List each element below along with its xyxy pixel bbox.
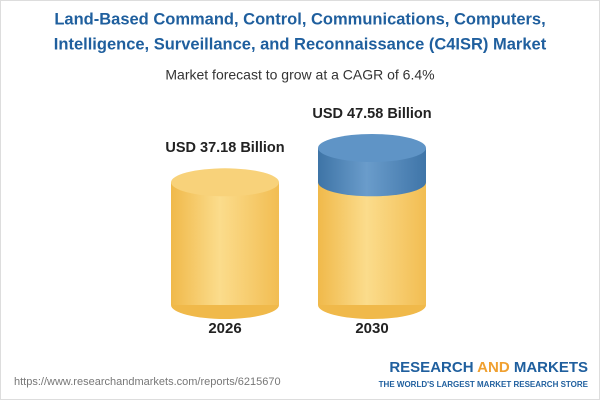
cylinder-top — [318, 133, 426, 162]
category-label: 2026 — [208, 320, 241, 337]
value-label: USD 37.18 Billion — [165, 140, 284, 156]
cylinder-body — [318, 182, 426, 305]
chart-title: Land-Based Command, Control, Communicati… — [54, 10, 545, 28]
category-label: 2030 — [355, 320, 388, 337]
logo: RESEARCH AND MARKETS — [389, 359, 588, 376]
source-url: https://www.researchandmarkets.com/repor… — [14, 376, 281, 388]
value-label: USD 47.58 Billion — [312, 106, 431, 122]
chart-title: Intelligence, Surveillance, and Reconnai… — [54, 35, 547, 53]
cylinder-top — [171, 168, 279, 197]
logo-tagline: THE WORLD'S LARGEST MARKET RESEARCH STOR… — [379, 380, 589, 389]
logo-part: RESEARCH — [389, 359, 473, 376]
cylinder-seam — [318, 168, 426, 197]
logo-part: MARKETS — [514, 359, 588, 376]
chart-subtitle: Market forecast to grow at a CAGR of 6.4… — [165, 67, 434, 83]
cylinder-body — [171, 182, 279, 305]
logo-part: AND — [477, 359, 510, 376]
